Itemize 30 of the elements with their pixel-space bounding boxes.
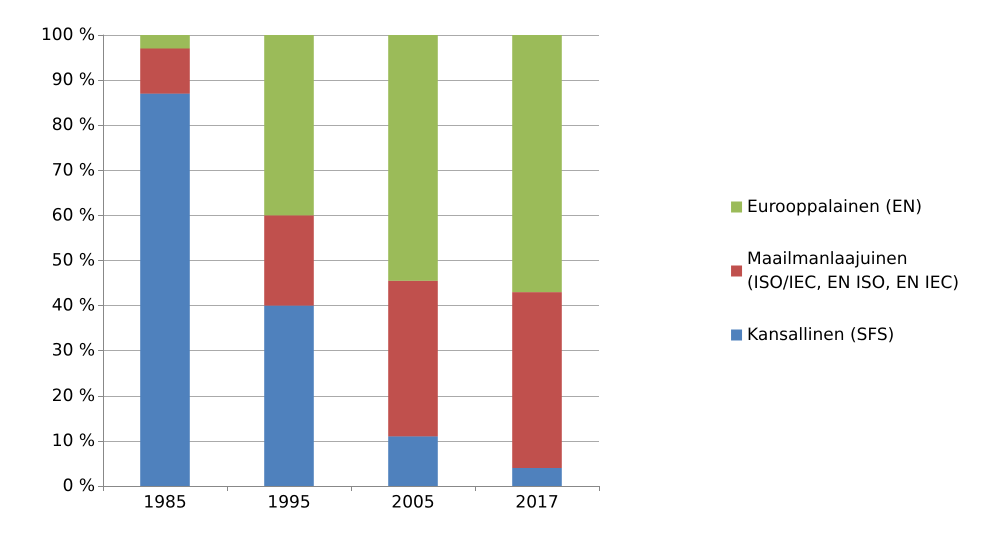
- y-tick-label: 0 %: [62, 476, 95, 496]
- bar: [140, 94, 190, 486]
- y-tick-label: 70 %: [52, 160, 95, 180]
- bar: [388, 280, 438, 436]
- legend-label: Maailmanlaajuinen (ISO/IEC, EN ISO, EN IEC): [747, 249, 959, 293]
- bar: [264, 215, 314, 306]
- x-tick-label: 1995: [267, 492, 311, 512]
- y-tick-label: 50 %: [52, 250, 95, 270]
- y-tick-label: 30 %: [52, 340, 95, 361]
- y-tick-label: 60 %: [52, 205, 95, 226]
- bar: [512, 35, 562, 292]
- x-tick-label: 2005: [391, 492, 435, 512]
- y-tick-label: 80 %: [52, 115, 95, 136]
- y-tick-label: 40 %: [52, 296, 95, 316]
- legend-label: Eurooppalainen (EN): [747, 197, 922, 217]
- x-tick-label: 1985: [143, 492, 187, 512]
- y-tick-label: 100 %: [40, 25, 95, 45]
- bar: [388, 35, 438, 281]
- y-tick-label: 90 %: [52, 70, 95, 90]
- bar: [264, 306, 314, 486]
- bar: [140, 35, 190, 49]
- legend-label: Kansallinen (SFS): [747, 325, 894, 345]
- bar: [140, 48, 190, 94]
- bar: [264, 35, 314, 216]
- bar: [512, 468, 562, 486]
- bar: [388, 436, 438, 486]
- x-tick-label: 2017: [515, 492, 559, 512]
- bar: [512, 292, 562, 468]
- y-tick-label: 10 %: [52, 430, 95, 451]
- y-tick-label: 20 %: [52, 386, 95, 406]
